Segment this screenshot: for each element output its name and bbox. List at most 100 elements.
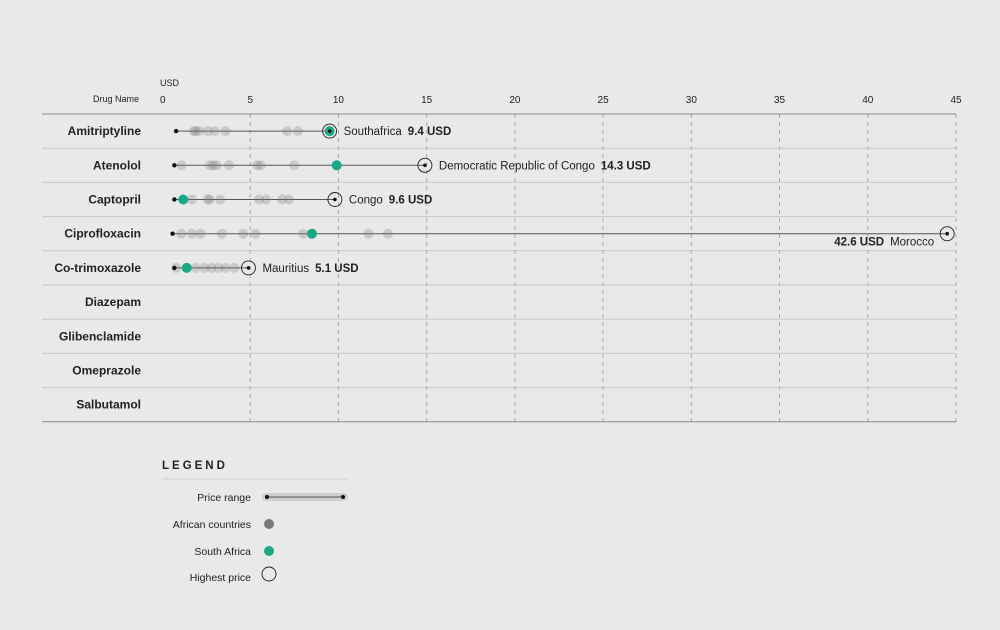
highest-country: Morocco	[890, 237, 934, 249]
african-country-dot	[176, 160, 187, 171]
african-country-dot	[176, 228, 187, 239]
x-tick-label: 5	[247, 95, 253, 106]
african-country-dot	[213, 262, 224, 273]
african-country-dot	[255, 160, 266, 171]
african-country-dot	[292, 126, 303, 137]
african-country-dot	[216, 228, 227, 239]
x-tick-label: 0	[160, 95, 166, 106]
drug-name-label: Ciprofloxacin	[64, 227, 141, 241]
african-country-dot	[284, 194, 295, 205]
african-country-dot	[206, 262, 217, 273]
african-country-dot	[209, 126, 220, 137]
x-tick-label: 40	[862, 95, 874, 106]
african-country-dot	[188, 126, 199, 137]
highest-value: 5.1 USD	[315, 263, 358, 275]
african-country-dot	[289, 160, 300, 171]
african-country-dot	[186, 194, 197, 205]
legend-title: LEGEND	[162, 460, 228, 472]
highest-value: 42.6 USD	[834, 237, 884, 249]
highest-country: Southafrica	[344, 126, 403, 138]
legend-highest-ring	[261, 566, 277, 582]
drug-name-label: Co-trimoxazole	[54, 261, 141, 275]
max-price-dot	[246, 266, 251, 270]
african-country-dot	[202, 126, 213, 137]
african-country-dot	[202, 194, 213, 205]
max-price-dot	[423, 163, 427, 168]
drug-name-label: Glibenclamide	[59, 329, 141, 343]
african-country-dot	[186, 228, 197, 239]
highest-price-annotation: Mauritius 5.1 USD	[262, 263, 358, 275]
african-country-dot	[199, 262, 210, 273]
highest-price-annotation: Democratic Republic of Congo 14.3 USD	[439, 160, 651, 172]
drug-name-label: Captopril	[88, 193, 141, 207]
african-country-dot	[254, 194, 265, 205]
min-price-dot	[170, 231, 175, 236]
x-tick-label: 35	[774, 95, 786, 106]
african-country-dot	[276, 194, 287, 205]
african-country-dot	[229, 262, 240, 273]
highest-price-ring	[939, 226, 955, 242]
legend-range-end	[341, 495, 345, 499]
highest-country: Mauritius	[262, 263, 309, 275]
african-country-dot	[190, 262, 201, 273]
min-price-dot	[172, 197, 177, 202]
african-country-dot	[190, 126, 201, 137]
african-country-dot	[298, 228, 309, 239]
south-africa-dot	[306, 228, 317, 239]
min-price-dot	[172, 265, 177, 271]
x-tick-label: 45	[950, 95, 962, 106]
column-header: Drug Name	[93, 94, 139, 104]
african-country-dot	[282, 126, 293, 137]
highest-price-annotation: Southafrica 9.4 USD	[344, 126, 452, 138]
legend-range-start	[265, 495, 269, 499]
african-country-dot	[215, 194, 226, 205]
x-tick-label: 30	[686, 95, 698, 106]
african-country-dot	[220, 262, 231, 273]
highest-value: 9.6 USD	[389, 195, 432, 207]
min-price-dot	[172, 163, 177, 168]
drug-name-label: Atenolol	[93, 158, 141, 172]
african-country-dot	[250, 228, 261, 239]
highest-value: 14.3 USD	[601, 160, 651, 172]
african-country-dot	[204, 160, 215, 171]
south-africa-dot	[181, 262, 192, 273]
x-tick-label: 25	[598, 95, 610, 106]
max-price-dot	[333, 197, 337, 202]
x-tick-label: 20	[509, 95, 521, 106]
highest-value: 9.4 USD	[408, 126, 451, 138]
drug-name-label: Salbutamol	[76, 398, 141, 412]
african-country-dot	[204, 194, 215, 205]
data-marks: Amitriptyline Southafrica 9.4 USD Atenolol D…	[54, 123, 955, 412]
row-separators	[42, 113, 956, 423]
x-tick-label: 15	[421, 95, 433, 106]
african-country-dot	[382, 228, 393, 239]
legend-label-range: Price range	[197, 492, 251, 504]
drug-name-label: Omeprazole	[72, 364, 141, 378]
highest-price-ring	[241, 260, 256, 276]
unit-label: USD	[160, 78, 180, 88]
highest-price-ring	[417, 157, 433, 173]
max-price-dot	[945, 231, 949, 236]
min-price-dot	[173, 128, 179, 134]
drug-name-label: Amitriptyline	[68, 124, 142, 138]
south-africa-dot	[331, 160, 342, 171]
african-country-dot	[252, 160, 263, 171]
african-country-dot	[211, 160, 222, 171]
highest-country: Democratic Republic of Congo	[439, 160, 595, 172]
legend: LEGEND Price range African countries South …	[162, 460, 348, 584]
african-country-dot	[195, 228, 206, 239]
legend-label-african: African countries	[173, 519, 251, 531]
african-country-dot	[224, 160, 235, 171]
drug-name-label: Diazepam	[85, 295, 141, 309]
highest-country: Congo	[349, 195, 383, 207]
highest-price-ring	[327, 192, 343, 207]
legend-african-dot	[264, 519, 274, 529]
highest-price-annotation: Congo 9.6 USD	[349, 195, 432, 207]
african-country-dot	[261, 194, 272, 205]
legend-south-africa-dot	[264, 546, 274, 556]
highest-price-annotation: 42.6 USD Morocco	[834, 237, 934, 249]
legend-label-south-africa: South Africa	[194, 546, 251, 558]
african-country-dot	[363, 228, 374, 239]
